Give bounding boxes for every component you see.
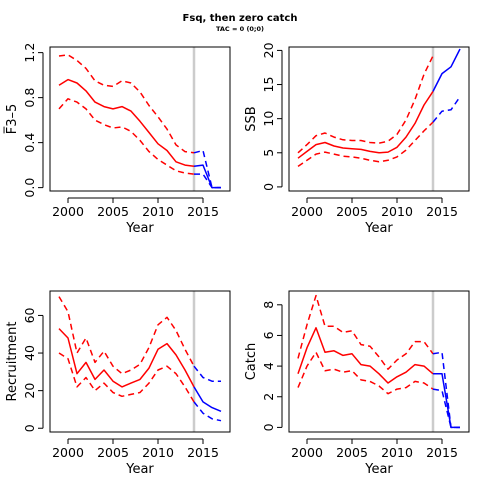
y-tick-label-3-catch: 6	[261, 331, 276, 339]
y-tick-label-4-catch: 8	[261, 301, 276, 309]
plot-frame-ssb	[288, 46, 470, 192]
y-tick-label-0-ssb: 0	[261, 183, 276, 191]
y-tick-label-3-f-bar: 1.2	[22, 43, 37, 63]
series-projection-bound-4-ssb	[432, 96, 461, 123]
series-history-bound-2-f-bar	[58, 98, 195, 175]
x-tick-label-2005-ssb: 2005	[336, 204, 368, 219]
y-tick-label-3-recruitment: 60	[22, 307, 37, 323]
series-history-bound-1-f-bar	[58, 54, 195, 154]
series-history-estimate-f-bar	[58, 78, 195, 168]
x-axis-label-catch: Year	[364, 462, 393, 477]
x-tick-label-2005-recruitment: 2005	[97, 445, 129, 460]
panel-ssb: 2000 2005 2010 2015 0 5 10 15 20 Year SSB	[244, 42, 470, 236]
series-history-bound-1-recruitment	[58, 296, 195, 375]
x-tick-label-2000-ssb: 2000	[291, 204, 323, 219]
y-tick-label-2-catch: 4	[261, 362, 276, 370]
panel-catch: 2000 2005 2010 2015 0 2 4 6 8 Year Catch	[244, 290, 470, 477]
y-tick-label-4-ssb: 20	[261, 42, 276, 58]
x-tick-label-2010-f-bar: 2010	[142, 204, 174, 219]
x-tick-label-2010-catch: 2010	[381, 445, 413, 460]
x-tick-label-2005-catch: 2005	[336, 445, 368, 460]
x-tick-label-2015-catch: 2015	[426, 445, 458, 460]
y-tick-label-0-f-bar: 0.0	[22, 178, 37, 198]
series-projection-bound-5-f-bar	[194, 173, 221, 189]
x-tick-label-2000-recruitment: 2000	[52, 445, 84, 460]
figure-title: Fsq, then zero catch	[183, 13, 298, 24]
y-tick-label-1-recruitment: 20	[22, 383, 37, 399]
series-projection-bound-4-f-bar	[193, 149, 221, 189]
y-tick-label-2-f-bar: 0.8	[22, 88, 37, 108]
x-tick-label-2000-catch: 2000	[291, 445, 323, 460]
plot-frame-catch	[288, 290, 470, 433]
panel-recruitment: 2000 2005 2010 2015 0 20 40 60 Year Recruitment	[5, 290, 231, 477]
x-axis-label-ssb: Year	[364, 221, 393, 236]
y-tick-label-1-f-bar: 0.4	[22, 133, 37, 153]
y-axis-label-f-bar: F̅3–5	[4, 104, 20, 135]
chart-panels: 2000 2005 2010 20150.00.40.81.2YearF̅3–5200…	[4, 42, 470, 477]
x-tick-label-2015-f-bar: 2015	[187, 204, 219, 219]
plot-frame-f-bar	[49, 46, 231, 192]
series-history-estimate-catch	[297, 327, 434, 384]
y-tick-label-0-recruitment: 0	[22, 424, 37, 432]
figure-subtitle: TAC = 0 (0;0)	[216, 25, 264, 33]
x-tick-label-2010-ssb: 2010	[381, 204, 413, 219]
x-axis-label-f-bar: Year	[125, 221, 154, 236]
y-axis-label-catch: Catch	[244, 343, 259, 381]
y-tick-label-1-catch: 2	[261, 393, 276, 401]
series-projection-bound-5-catch	[432, 388, 460, 429]
x-tick-label-2015-ssb: 2015	[426, 204, 458, 219]
y-tick-label-1-ssb: 5	[261, 149, 276, 157]
series-projection-estimate-recruitment	[193, 386, 222, 412]
y-tick-label-0-catch: 0	[261, 423, 276, 431]
series-history-bound-2-catch	[297, 351, 434, 395]
y-axis-label-recruitment: Recruitment	[5, 322, 20, 402]
plot-frame-recruitment	[49, 290, 231, 433]
y-axis-label-ssb: SSB	[244, 106, 259, 131]
series-history-bound-2-ssb	[297, 121, 434, 168]
x-tick-label-2000-f-bar: 2000	[52, 204, 84, 219]
y-tick-label-3-ssb: 15	[261, 77, 276, 93]
x-tick-label-2005-f-bar: 2005	[97, 204, 129, 219]
y-tick-label-2-recruitment: 40	[22, 345, 37, 361]
x-tick-label-2015-recruitment: 2015	[187, 445, 219, 460]
series-projection-estimate-ssb	[432, 48, 461, 92]
series-history-bound-1-catch	[297, 294, 434, 370]
x-axis-label-recruitment: Year	[125, 462, 154, 477]
series-history-estimate-recruitment	[58, 328, 195, 388]
panel-f-bar: 2000 2005 2010 2015 0.0 0.4 0.8 1.2 Year F̅3–5	[4, 43, 231, 236]
series-projection-bound-4-catch	[432, 351, 460, 429]
series-history-estimate-ssb	[297, 90, 434, 159]
x-tick-label-2010-recruitment: 2010	[142, 445, 174, 460]
y-tick-label-2-ssb: 10	[261, 111, 276, 127]
